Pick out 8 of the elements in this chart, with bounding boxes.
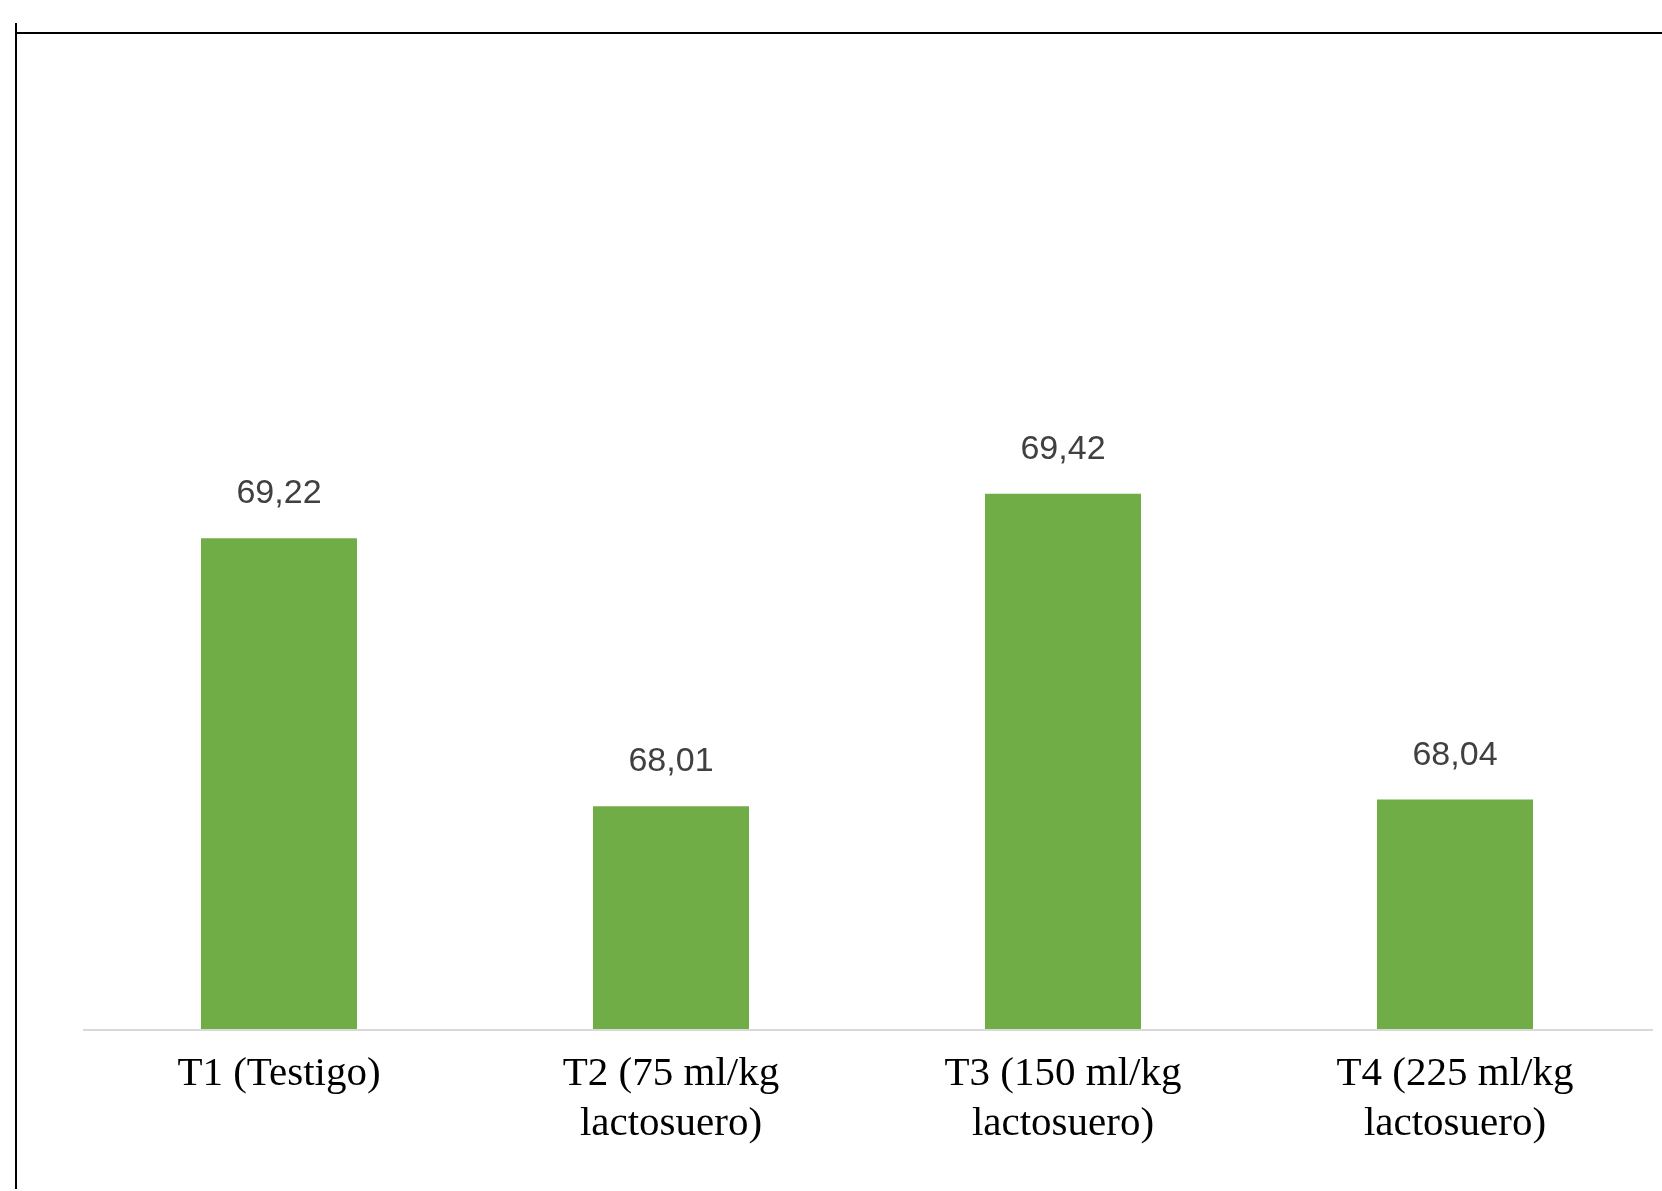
x-tick-label: T4 (225 ml/kg lactosuero) bbox=[1336, 1047, 1574, 1144]
data-label: 68,04 bbox=[1412, 733, 1498, 772]
data-label: 69,42 bbox=[1020, 427, 1106, 466]
x-tick-label: T3 (150 ml/kg lactosuero) bbox=[944, 1047, 1182, 1144]
x-tick-label: T1 (Testigo) bbox=[177, 1047, 381, 1094]
x-tick-label: T2 (75 ml/kg lactosuero) bbox=[562, 1047, 780, 1144]
data-label: 69,22 bbox=[236, 472, 322, 511]
data-label: 68,01 bbox=[628, 740, 714, 779]
